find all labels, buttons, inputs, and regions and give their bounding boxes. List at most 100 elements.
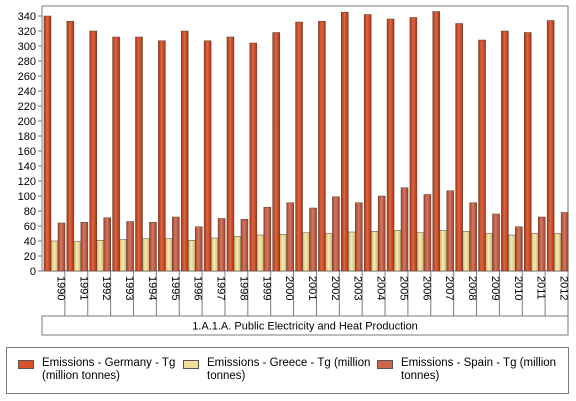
bar-germany <box>203 40 212 272</box>
x-tick-label: 1999 <box>260 276 272 300</box>
bar-greece <box>210 237 219 272</box>
x-axis: 1990 1991 1992 1993 1994 1995 1996 1997 1998 1999… <box>42 271 570 317</box>
bar-germany <box>363 14 372 272</box>
bar-greece <box>96 240 104 272</box>
bar-greece <box>233 236 242 272</box>
bar-greece <box>348 231 356 272</box>
y-tick-label: 240 <box>18 86 36 98</box>
y-tick-label: 180 <box>18 131 36 143</box>
legend-item-spain: Emissions - Spain - Tg (million tonnes) <box>377 357 562 383</box>
x-tick-label: 1993 <box>123 276 135 300</box>
x-tick-label: 1997 <box>215 276 227 300</box>
legend-label-greece: Emissions - Greece - Tg (million tonnes) <box>207 357 371 382</box>
bar-germany <box>112 36 120 272</box>
bar-spain <box>355 202 363 272</box>
bar-greece <box>439 230 448 272</box>
bar-germany <box>501 30 509 272</box>
bar-greece <box>393 230 402 272</box>
bar-spain <box>423 194 432 272</box>
bar-germany <box>386 18 395 272</box>
bar-greece <box>416 232 425 272</box>
bar-greece <box>553 233 562 272</box>
bar-spain <box>217 218 226 272</box>
bar-germany <box>455 23 463 272</box>
y-tick-label: 20 <box>24 251 36 263</box>
bar-greece <box>50 240 59 272</box>
group-label: 1.A.1.A. Public Electricity and Heat Pro… <box>192 321 418 333</box>
bar-germany <box>318 21 326 272</box>
bar-germany <box>341 12 349 272</box>
bar-greece <box>279 234 287 272</box>
y-tick-label: 160 <box>18 146 36 158</box>
y-tick-label: 60 <box>24 221 36 233</box>
bar-spain <box>538 216 546 272</box>
legend-item-greece: Emissions - Greece - Tg (million tonnes) <box>183 357 373 383</box>
x-tick-label: 2007 <box>443 276 455 300</box>
bar-germany <box>272 32 280 272</box>
bar-germany <box>432 11 441 272</box>
x-tick-label: 2006 <box>420 276 432 300</box>
x-tick-label: 1994 <box>146 276 158 300</box>
x-tick-label: 2002 <box>329 276 341 300</box>
legend-swatch-greece <box>183 360 199 369</box>
legend: Emissions - Germany - Tg (million tonnes… <box>6 347 569 394</box>
y-tick-label: 260 <box>18 71 36 83</box>
bar-germany <box>89 30 97 272</box>
bar-spain <box>149 222 157 272</box>
bar-germany <box>226 36 235 272</box>
bar-greece <box>485 233 493 272</box>
bar-spain <box>172 216 180 272</box>
bar-spain <box>446 190 455 272</box>
x-tick-label: 2010 <box>512 276 524 300</box>
y-tick-label: 140 <box>18 161 36 173</box>
legend-item-germany: Emissions - Germany - Tg (million tonnes… <box>18 357 183 383</box>
x-tick-label: 2012 <box>558 276 570 300</box>
x-tick-label: 2004 <box>375 276 387 300</box>
bar-spain <box>560 212 569 272</box>
bar-germany <box>478 39 486 272</box>
y-tick-label: 0 <box>30 266 36 278</box>
bar-greece <box>256 234 265 272</box>
bar-spain <box>377 195 386 272</box>
bar-spain <box>492 213 500 272</box>
bar-germany <box>180 30 189 272</box>
bars <box>43 11 569 272</box>
y-tick-label: 340 <box>18 11 36 23</box>
bar-spain <box>332 196 340 272</box>
x-tick-label: 2003 <box>352 276 364 300</box>
bar-germany <box>409 17 418 272</box>
x-tick-label: 2005 <box>397 276 409 300</box>
y-tick-label: 280 <box>18 56 36 68</box>
bar-germany <box>43 15 52 272</box>
x-tick-label: 1998 <box>237 276 249 300</box>
bar-greece <box>119 239 127 272</box>
bar-spain <box>469 202 477 272</box>
bar-greece <box>325 233 333 272</box>
bar-spain <box>515 226 523 272</box>
bar-germany <box>524 32 532 272</box>
bar-spain <box>126 221 134 272</box>
bar-spain <box>240 219 249 272</box>
x-tick-label: 1991 <box>77 276 89 300</box>
y-tick-label: 220 <box>18 101 36 113</box>
bar-greece <box>462 231 470 272</box>
bar-spain <box>57 222 66 272</box>
y-tick-label: 120 <box>18 176 36 188</box>
y-tick-label: 100 <box>18 191 36 203</box>
bar-greece <box>302 232 310 272</box>
legend-swatch-germany <box>18 360 34 369</box>
bar-germany <box>158 40 166 272</box>
plot-border <box>41 5 569 272</box>
x-tick-label: 1995 <box>169 276 181 300</box>
bar-greece <box>187 240 196 272</box>
bar-germany <box>295 21 303 272</box>
x-tick-label: 1992 <box>100 276 112 300</box>
bar-spain <box>309 207 317 272</box>
x-tick-label: 2000 <box>283 276 295 300</box>
group-label-box <box>41 315 569 336</box>
bar-greece <box>73 241 82 272</box>
legend-label-germany: Emissions - Germany - Tg (million tonnes… <box>42 357 176 382</box>
y-tick-label: 80 <box>24 206 36 218</box>
bar-greece <box>142 238 150 272</box>
bar-spain <box>80 222 89 272</box>
